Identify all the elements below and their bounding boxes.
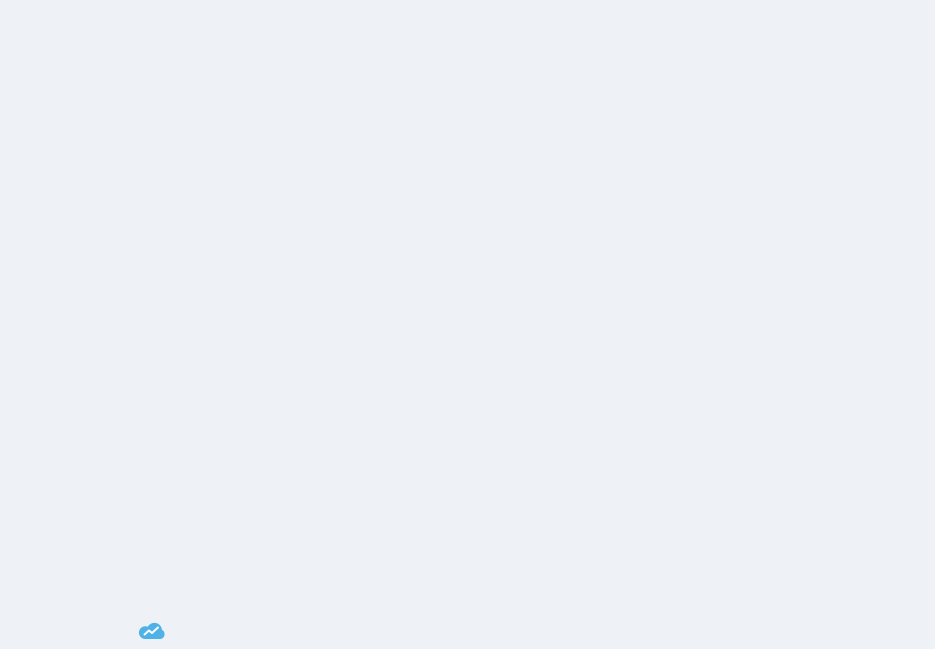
symbol-status-line: [8, 22, 44, 38]
chart-header: [0, 0, 935, 44]
attribution-footer: [0, 613, 935, 649]
tradingview-cloud-icon[interactable]: [138, 622, 166, 644]
